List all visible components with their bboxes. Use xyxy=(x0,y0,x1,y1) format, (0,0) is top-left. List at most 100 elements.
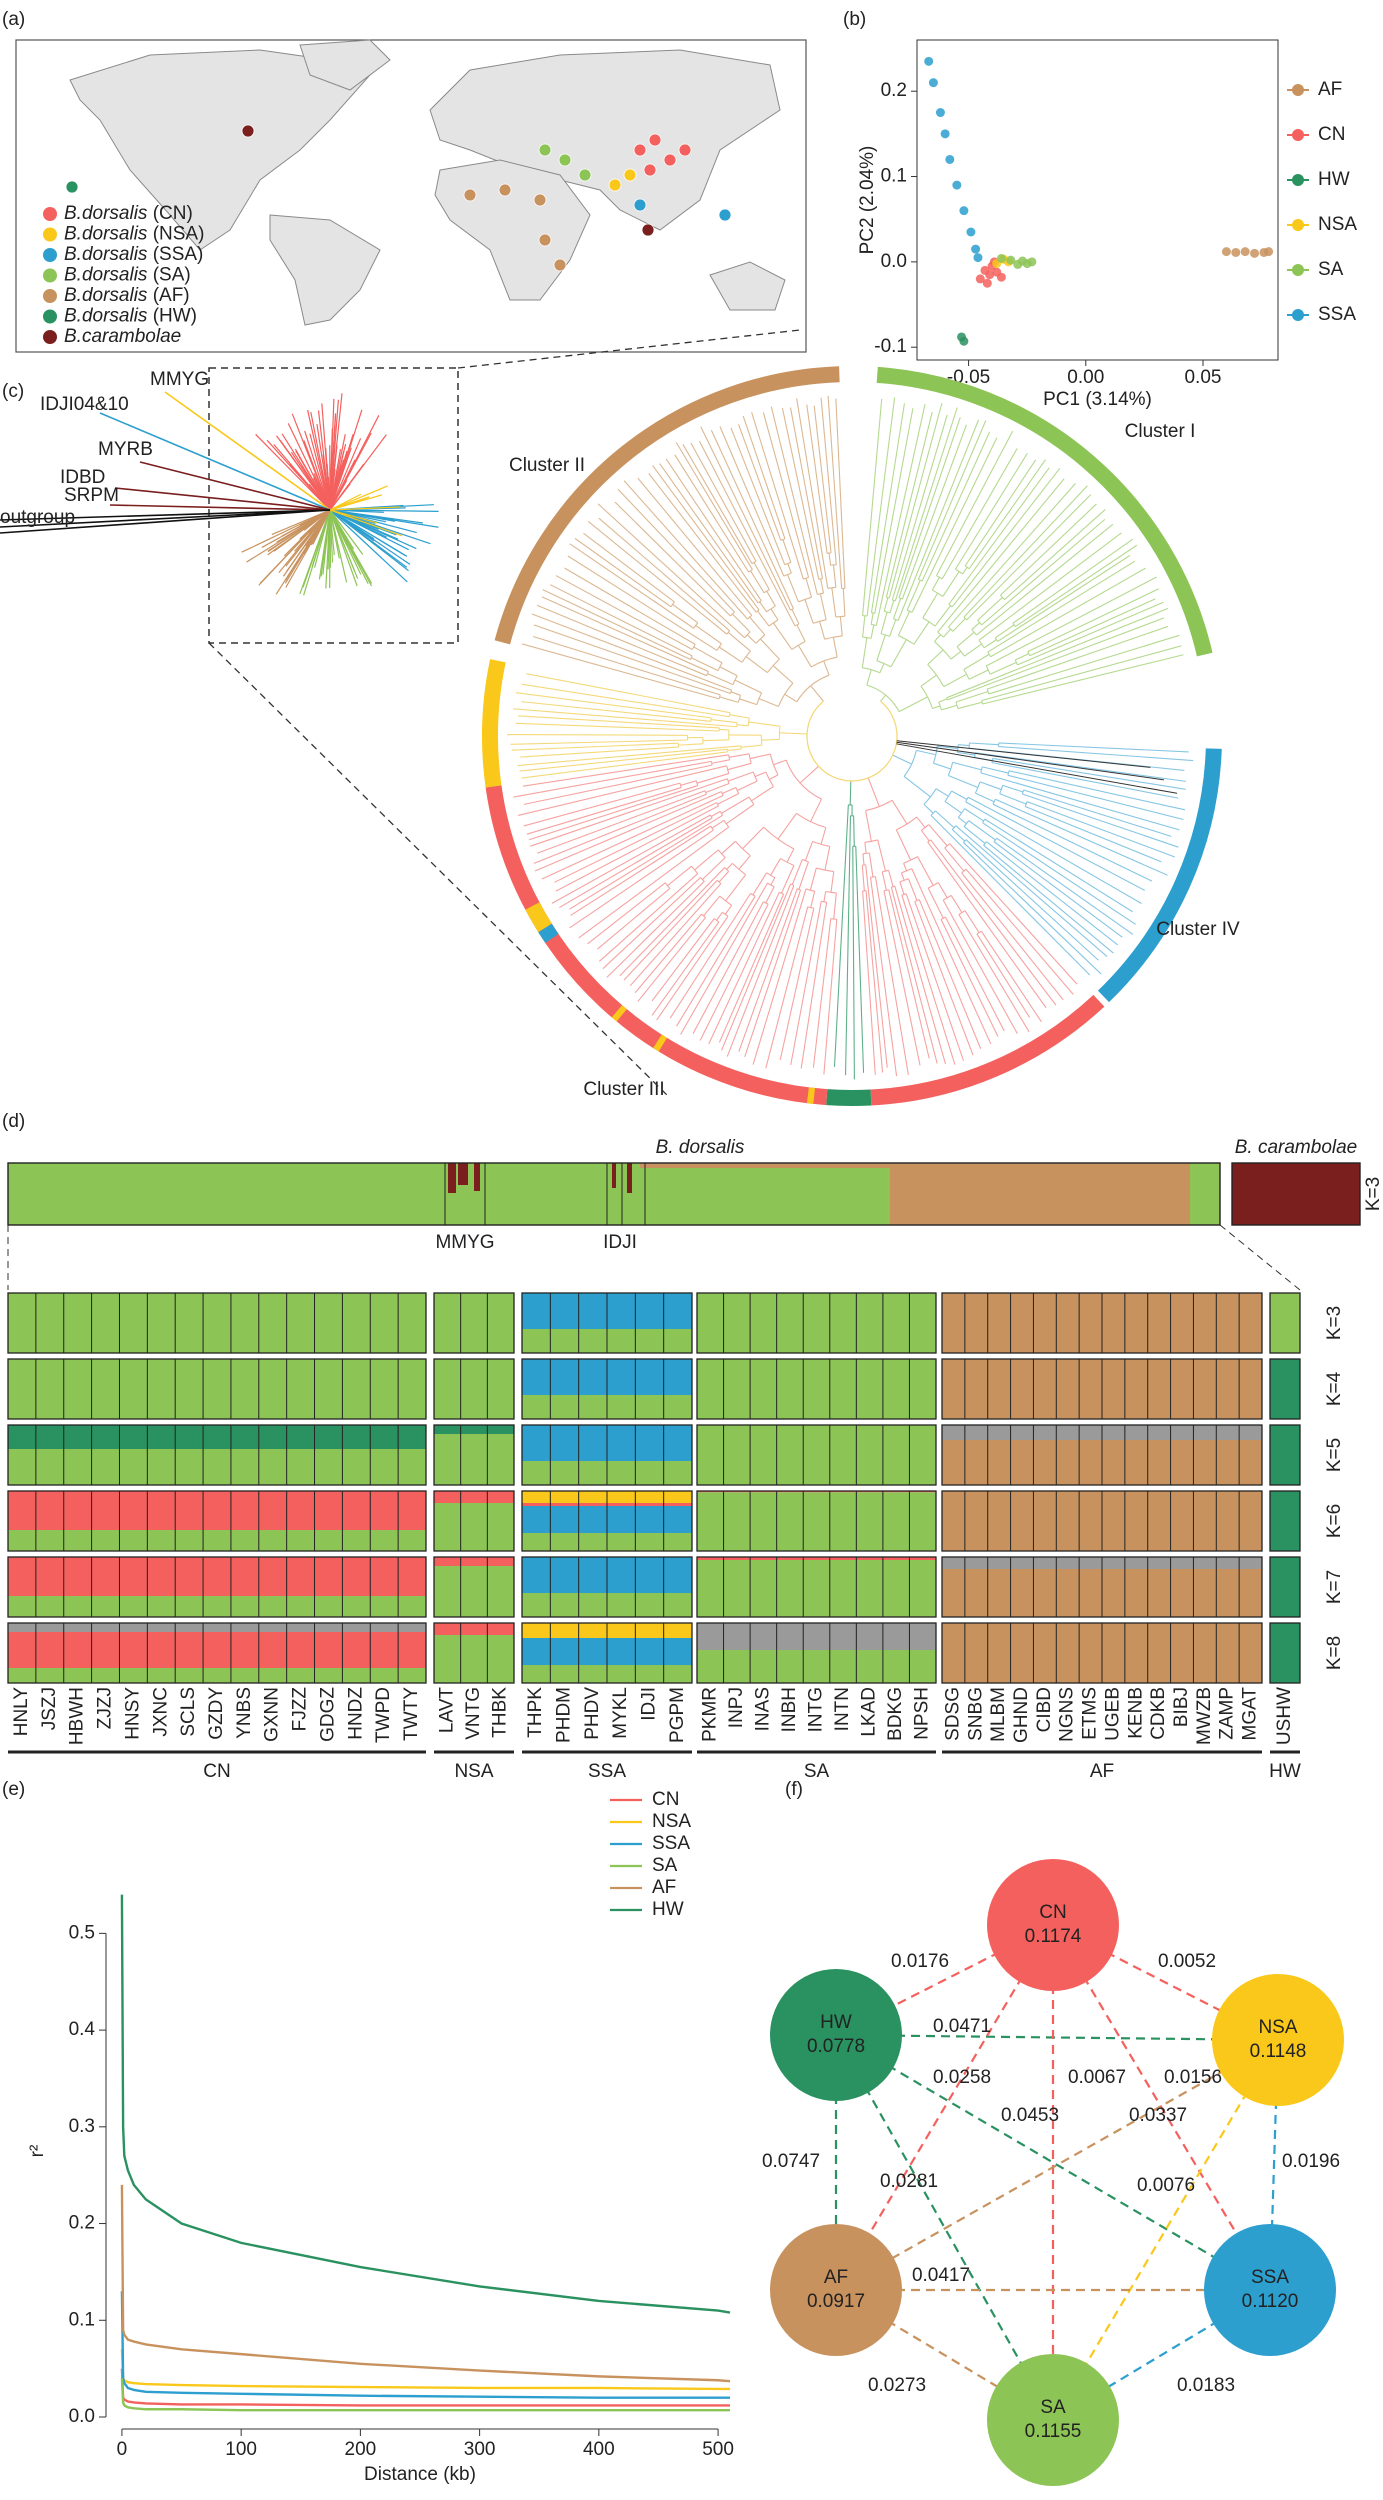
point xyxy=(1027,257,1037,267)
tree-branch xyxy=(711,759,730,764)
point xyxy=(959,206,969,216)
zoom-connector xyxy=(1219,1224,1301,1291)
tree-branch xyxy=(533,624,731,695)
tree-branch xyxy=(870,875,876,878)
tree-branch xyxy=(749,753,771,760)
tree-branch xyxy=(916,749,936,756)
k-label: K=4 xyxy=(1324,1371,1345,1406)
tree-branch xyxy=(870,624,875,639)
inset-connector xyxy=(457,329,801,369)
tree-branch xyxy=(629,883,722,987)
admixture-segment xyxy=(434,1434,514,1485)
legend-swatch xyxy=(1292,219,1304,231)
tree-branch xyxy=(727,748,742,752)
line xyxy=(120,2368,730,2407)
plot-frame xyxy=(916,39,1279,361)
tree-branch xyxy=(564,567,696,645)
tree-branch xyxy=(957,808,966,818)
tree-branch xyxy=(853,815,855,847)
node xyxy=(1204,2224,1336,2356)
tree-branch xyxy=(951,790,968,800)
x-tick-label: 200 xyxy=(345,2439,377,2460)
tree-branch xyxy=(549,584,693,657)
legend-species: B.carambolae xyxy=(64,326,181,347)
site xyxy=(718,208,732,222)
tree-branch xyxy=(532,635,721,696)
admixture-segment xyxy=(434,1557,514,1566)
tree-branch xyxy=(890,887,938,1064)
tree-branch xyxy=(804,841,814,861)
population-label: INPJ xyxy=(726,1687,747,1728)
tree-branch xyxy=(901,424,967,600)
tree-branch xyxy=(789,407,824,579)
tree-branch xyxy=(897,611,911,636)
tree-branch xyxy=(999,785,1004,794)
tree-branch xyxy=(898,417,961,598)
tree-branch xyxy=(816,867,834,873)
tree-branch xyxy=(602,877,701,970)
tree-branch xyxy=(998,745,1194,762)
tree-branch xyxy=(523,764,713,805)
population-label: KENB xyxy=(1125,1687,1146,1739)
tree-branch xyxy=(1007,770,1010,776)
tree-branch xyxy=(884,610,891,614)
admixture-segment xyxy=(697,1492,936,1551)
tree-branch xyxy=(533,793,707,864)
y-tick-label: 0.1 xyxy=(881,166,907,187)
node xyxy=(1212,1974,1344,2106)
tree-branch xyxy=(864,839,878,843)
tree-branch xyxy=(777,682,794,707)
tree-branch xyxy=(511,742,679,751)
tree-branch xyxy=(728,712,731,717)
tree-branch xyxy=(941,704,958,711)
admix-bar xyxy=(627,1163,632,1193)
tree-branch xyxy=(823,919,838,1075)
tree-branch xyxy=(943,673,967,688)
tree-branch xyxy=(778,726,781,740)
tree-branch xyxy=(849,780,852,805)
tree-branch xyxy=(978,639,985,649)
admix-bar xyxy=(640,1163,890,1168)
tree-branch xyxy=(951,467,1061,608)
edge-label: 0.0067 xyxy=(1068,2067,1126,2088)
site xyxy=(65,180,79,194)
tree-branch xyxy=(587,882,666,945)
tree-branch xyxy=(799,765,820,784)
tree-branch xyxy=(541,794,724,880)
tree-branch xyxy=(569,829,714,929)
admixture-segment xyxy=(697,1650,936,1683)
tree-branch xyxy=(862,615,866,638)
y-axis-label: r² xyxy=(27,2145,48,2158)
tree-branch xyxy=(998,742,1189,753)
tree-branch xyxy=(726,885,795,1057)
tree-branch xyxy=(739,698,758,706)
tree-branch xyxy=(767,882,775,888)
tree-branch xyxy=(963,826,986,844)
tree-branch xyxy=(1021,789,1025,795)
edge-label: 0.0076 xyxy=(1137,2175,1195,2196)
admixture-segment xyxy=(8,1668,426,1683)
tree-branch xyxy=(828,553,832,566)
tree-branch xyxy=(710,810,721,817)
tree-branch xyxy=(961,872,1064,1001)
tree-branch xyxy=(880,694,887,702)
legend-label: HW xyxy=(1318,169,1350,190)
tree-branch xyxy=(965,868,1074,995)
legend-label: SSA xyxy=(1318,304,1356,325)
tree-branch xyxy=(674,454,750,573)
x-tick-label: 0.05 xyxy=(1184,367,1221,388)
tree-branch xyxy=(717,793,740,805)
tree-branch xyxy=(989,661,1017,675)
tree-branch xyxy=(708,891,780,1045)
tree-branch xyxy=(942,628,952,638)
admixture-segment xyxy=(1270,1623,1300,1683)
population-label: HNSY xyxy=(122,1687,143,1740)
tree-branch xyxy=(981,645,1182,702)
tree-branch xyxy=(896,816,918,831)
population-label: HNDZ xyxy=(345,1687,366,1740)
tree-branch xyxy=(820,827,827,845)
tree-branch xyxy=(874,408,914,614)
tree-branch xyxy=(522,754,729,787)
tree-branch xyxy=(741,650,751,663)
site xyxy=(553,258,567,272)
